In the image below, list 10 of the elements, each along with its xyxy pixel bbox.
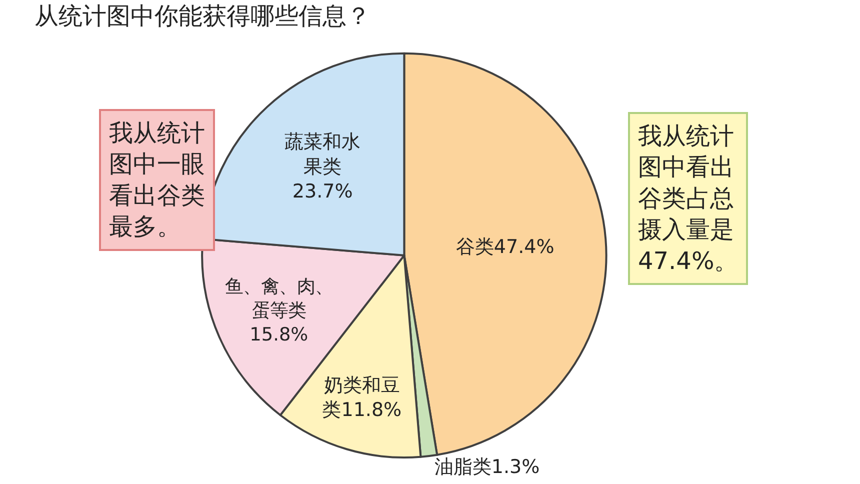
text: 我从统计图中一眼看出谷类最多。 bbox=[109, 119, 205, 241]
slice-label: 蔬菜和水果类 bbox=[284, 131, 361, 178]
slice-label: 油脂类1.3% bbox=[434, 456, 540, 478]
slice-label: 奶类和豆类11.8% bbox=[322, 374, 402, 421]
slice-label: 鱼、禽、肉、蛋等类 bbox=[224, 276, 333, 322]
data-label: 23.7% bbox=[292, 180, 353, 203]
data-label: 15.8% bbox=[250, 324, 308, 346]
slice-label: 谷类47.4% bbox=[456, 236, 554, 258]
text: 我从统计图中看出谷类占总摄入量是47.4%。 bbox=[638, 122, 738, 275]
chart-title: 从统计图中你能获得哪些信息？ bbox=[34, 2, 370, 30]
